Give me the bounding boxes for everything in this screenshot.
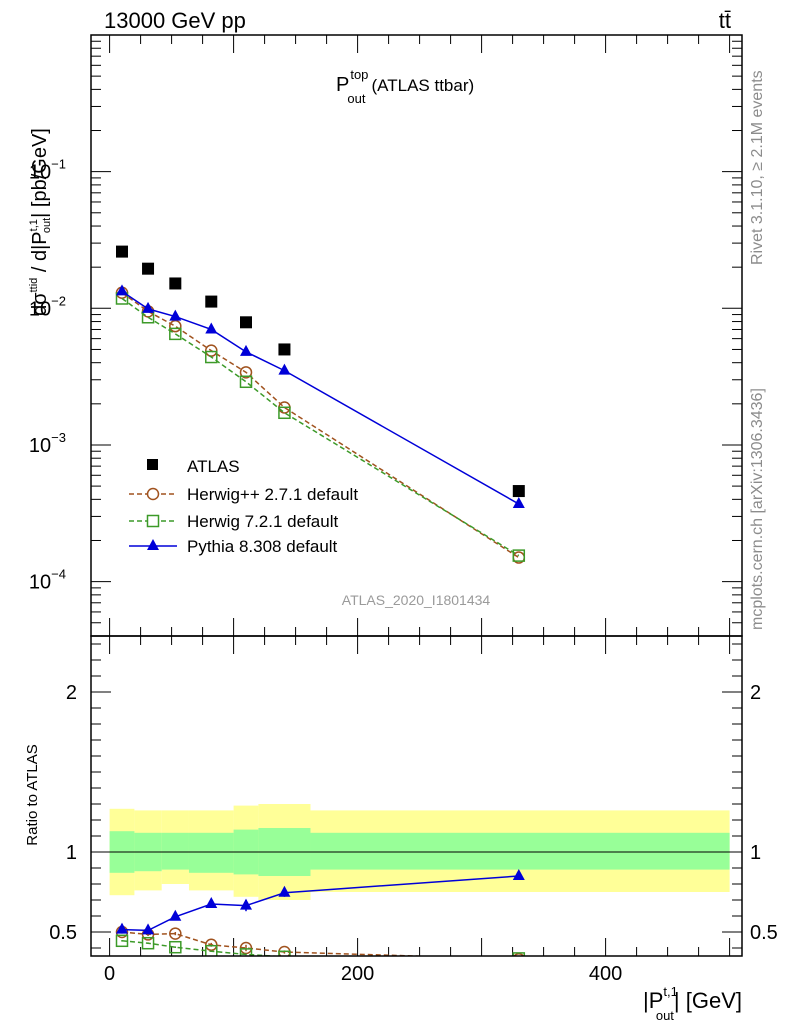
- ratio-point-pythia: [205, 897, 218, 908]
- legend-marker-herwigpp: [146, 487, 160, 501]
- ratio-panel: 0.5 0.5 1 1 2 2 0 200 400 Ratio to ATLAS |Pt,1 ou…: [24, 636, 778, 1023]
- main-panel: Ptop out(ATLAS ttbar) dσttid / d|Pt,1out|…: [28, 34, 742, 637]
- ratio-point-pythia: [169, 909, 182, 921]
- ratio-point-herwig7: [115, 934, 129, 948]
- main-point-herwig7: [169, 327, 182, 341]
- legend-entry-herwig7: Herwig 7.2.1 default: [129, 512, 338, 531]
- main-point-pythia: [116, 284, 128, 296]
- ratio-point-herwig7: [278, 950, 291, 956]
- ratio-y-tick-label-left: 1: [66, 842, 77, 864]
- main-point-pythia: [278, 363, 291, 375]
- ratio-y-tick-label-right: 0.5: [750, 922, 778, 944]
- ratio-band-inner: [161, 832, 189, 870]
- main-point-data: [512, 485, 525, 498]
- ratio-band-inner: [310, 832, 730, 870]
- process-label: tt̄: [719, 8, 731, 33]
- legend-marker-pythia: [147, 539, 159, 550]
- ratio-point-pythia: [240, 898, 252, 910]
- mcplots-label: mcplots.cern.ch [arXiv:1306.3436]: [749, 388, 766, 630]
- main-point-pythia: [512, 496, 525, 508]
- main-y-tick-label: 10−4: [29, 567, 66, 594]
- main-point-pythia: [205, 322, 218, 334]
- ratio-point-herwigpp: [169, 927, 182, 940]
- ratio-point-herwig7: [512, 952, 526, 956]
- main-point-pythia: [142, 301, 155, 313]
- main-line-pythia: [121, 290, 520, 505]
- legend-label-herwigpp: Herwig++ 2.7.1 default: [187, 485, 358, 504]
- legend-label-herwig7: Herwig 7.2.1 default: [187, 512, 338, 531]
- ratio-y-tick-label-left: 2: [66, 682, 77, 704]
- main-y-tick-label: 10−2: [29, 293, 66, 320]
- legend-label-pythia: Pythia 8.308 default: [187, 537, 338, 556]
- ratio-point-pythia: [278, 885, 291, 897]
- ratio-frame: [90, 635, 743, 957]
- legend-entry-herwigpp: Herwig++ 2.7.1 default: [129, 485, 358, 504]
- ratio-x-tick-label: 0: [104, 963, 115, 985]
- main-point-herwigpp: [169, 319, 182, 333]
- main-point-pythia: [169, 309, 182, 321]
- main-point-herwigpp: [239, 366, 253, 379]
- legend-marker-atlas: [147, 459, 158, 470]
- ratio-point-pythia: [116, 922, 128, 934]
- main-title: Ptop out(ATLAS ttbar): [336, 67, 474, 106]
- ratio-x-tick-label: 200: [341, 963, 374, 985]
- main-point-data: [169, 277, 182, 290]
- ratio-point-herwig7: [239, 948, 253, 956]
- main-point-data: [142, 262, 155, 275]
- main-point-herwig7: [239, 375, 253, 389]
- main-point-data: [240, 316, 252, 329]
- ratio-y-tick-label-right: 2: [750, 682, 761, 704]
- main-y-axis-label: dσttid / d|Pt,1out| [pb/GeV]: [28, 128, 53, 316]
- main-y-tick-label: 10−1: [29, 157, 66, 184]
- energy-label: 13000 GeV pp: [104, 8, 246, 33]
- ratio-y-tick-label-right: 1: [750, 842, 761, 864]
- ratio-point-pythia: [142, 923, 155, 935]
- ratio-point-pythia: [512, 869, 525, 880]
- ratio-x-axis-label: |Pt,1 out| [GeV]: [643, 984, 742, 1023]
- ratio-x-tick-label: 400: [589, 963, 622, 985]
- ratio-point-herwig7: [205, 944, 218, 956]
- main-point-herwig7: [278, 406, 291, 420]
- legend-entry-pythia: Pythia 8.308 default: [129, 537, 338, 556]
- main-y-tick-label: 10−3: [29, 430, 66, 457]
- ratio-point-herwigpp: [513, 952, 525, 956]
- ratio-point-herwig7: [169, 940, 182, 954]
- main-point-herwig7: [512, 549, 526, 562]
- main-point-herwig7: [205, 350, 218, 364]
- main-point-data: [116, 245, 128, 258]
- ratio-point-herwig7: [141, 936, 155, 950]
- main-line-herwig7: [121, 297, 520, 557]
- main-point-data: [278, 343, 291, 356]
- legend: ATLAS Herwig++ 2.7.1 default Herwig 7.2.…: [129, 457, 358, 556]
- watermark: ATLAS_2020_I1801434: [342, 592, 491, 608]
- ratio-y-axis-label: Ratio to ATLAS: [24, 744, 41, 845]
- ratio-y-tick-label-left: 0.5: [49, 922, 77, 944]
- legend-entry-atlas: ATLAS: [147, 457, 240, 476]
- main-point-data: [205, 295, 218, 308]
- ratio-band-inner: [188, 832, 234, 873]
- ratio-point-herwigpp: [239, 941, 253, 955]
- main-point-pythia: [240, 344, 252, 356]
- ratio-point-herwigpp: [205, 938, 218, 952]
- legend-label-atlas: ATLAS: [187, 457, 240, 476]
- rivet-label: Rivet 3.1.10, ≥ 2.1M events: [749, 70, 766, 265]
- legend-marker-herwig7: [146, 514, 160, 528]
